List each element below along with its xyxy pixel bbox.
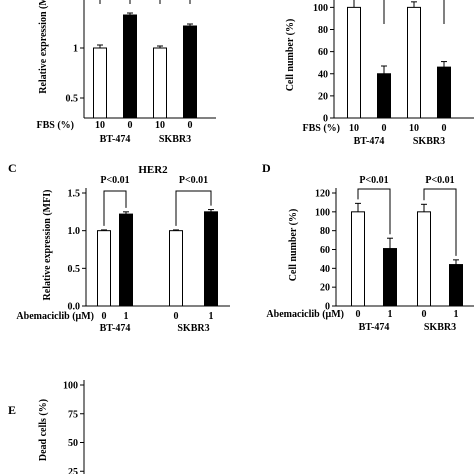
p-value-label: P<0.01 — [425, 175, 454, 186]
bar — [377, 73, 391, 119]
bar — [383, 248, 397, 307]
y-tick-label: 40 — [318, 69, 328, 80]
condition-label: 0 — [128, 120, 133, 131]
y-tick-label: 0.5 — [68, 264, 81, 275]
group-label: SKBR3 — [424, 322, 456, 333]
bar — [449, 264, 463, 307]
condition-axis-label: Abemaciclib (μM) — [266, 309, 344, 320]
significance-bracket — [423, 188, 457, 256]
significance-bracket — [175, 190, 212, 226]
condition-label: 10 — [95, 120, 105, 131]
condition-label: 0 — [102, 311, 107, 322]
y-tick-label: 40 — [320, 264, 330, 275]
condition-label: 1 — [209, 311, 214, 322]
bar — [153, 47, 167, 119]
group-label: SKBR3 — [159, 134, 191, 145]
chart-panel-1: 1 0.5 Relative expression (M 10 0 BT-474 10 0 SK… — [37, 0, 216, 145]
y-tick-label: 80 — [318, 25, 328, 36]
bar — [437, 66, 451, 119]
y-tick-label: 50 — [68, 438, 78, 449]
chart-panel-3: C HER2 1.5 1.0 0.5 0.0 Relative expression (MF… — [8, 161, 230, 334]
condition-label: 0 — [188, 120, 193, 131]
y-axis-label: Cell number (%) — [288, 209, 299, 282]
group-label: SKBR3 — [177, 323, 209, 334]
bar — [97, 230, 111, 307]
bar — [347, 6, 361, 119]
condition-label: 10 — [349, 123, 359, 134]
group-label: BT-474 — [100, 323, 131, 334]
y-tick-label: 1.5 — [68, 189, 81, 200]
condition-label: 10 — [409, 123, 419, 134]
y-tick-label: 120 — [315, 189, 330, 200]
bar — [123, 14, 137, 119]
significance-bracket — [357, 188, 391, 235]
bar — [93, 47, 107, 119]
chart-title: HER2 — [138, 164, 168, 176]
bar — [119, 213, 133, 307]
significance-bracket — [103, 190, 127, 226]
condition-label: 1 — [124, 311, 129, 322]
group-label: BT-474 — [359, 322, 390, 333]
bar — [183, 25, 197, 119]
y-axis-label: Relative expression (M — [38, 0, 49, 94]
condition-label: 1 — [388, 309, 393, 320]
y-tick-label: 100 — [63, 381, 78, 392]
y-tick-label: 60 — [320, 245, 330, 256]
group-label: BT-474 — [100, 134, 131, 145]
condition-label: 0 — [442, 123, 447, 134]
y-axis-label: Relative expression (MFI) — [42, 190, 53, 301]
condition-axis-label: FBS (%) — [37, 120, 75, 131]
condition-axis-label: Abemaciclib (μM) — [16, 311, 94, 322]
bar — [204, 211, 218, 307]
condition-axis-label: FBS (%) — [303, 123, 341, 134]
condition-label: 10 — [155, 120, 165, 131]
bar — [417, 211, 431, 307]
group-label: BT-474 — [354, 136, 385, 147]
y-tick-label: 100 — [315, 207, 330, 218]
condition-label: 0 — [382, 123, 387, 134]
y-tick-label: 0.0 — [68, 302, 81, 313]
panel-letter: E — [8, 403, 16, 417]
chart-panel-4: D 120 100 80 60 40 20 0 Cell number (%) 0 1 BT-474 P… — [262, 161, 474, 333]
bar — [169, 230, 183, 307]
y-tick-label: 80 — [320, 226, 330, 237]
condition-label: 1 — [454, 309, 459, 320]
y-tick-label: 60 — [318, 47, 328, 58]
group-label: SKBR3 — [413, 136, 445, 147]
y-tick-label: 20 — [320, 283, 330, 294]
condition-label: 0 — [422, 309, 427, 320]
p-value-label: P<0.01 — [179, 175, 208, 186]
condition-label: 0 — [356, 309, 361, 320]
y-tick-label: 0.5 — [66, 94, 79, 105]
y-tick-label: 100 — [313, 3, 328, 14]
y-tick-label: 1 — [73, 44, 78, 55]
y-axis-label: Dead cells (%) — [38, 399, 49, 461]
panel-letter: D — [262, 161, 271, 175]
y-tick-label: 20 — [318, 91, 328, 102]
p-value-label: P<0.01 — [100, 175, 129, 186]
y-tick-label: 0 — [323, 114, 328, 125]
y-tick-label: 25 — [68, 467, 78, 474]
y-tick-label: 75 — [68, 409, 78, 420]
p-value-label: P<0.01 — [359, 175, 388, 186]
chart-panel-5: E 100 75 50 25 Dead cells (%) — [8, 380, 85, 474]
y-axis-label: Cell number (%) — [285, 19, 296, 92]
y-tick-label: 1.0 — [68, 226, 81, 237]
panel-letter: C — [8, 161, 17, 175]
condition-label: 0 — [174, 311, 179, 322]
bar — [407, 6, 421, 119]
y-tick-label: 0 — [325, 302, 330, 313]
bar — [351, 211, 365, 307]
